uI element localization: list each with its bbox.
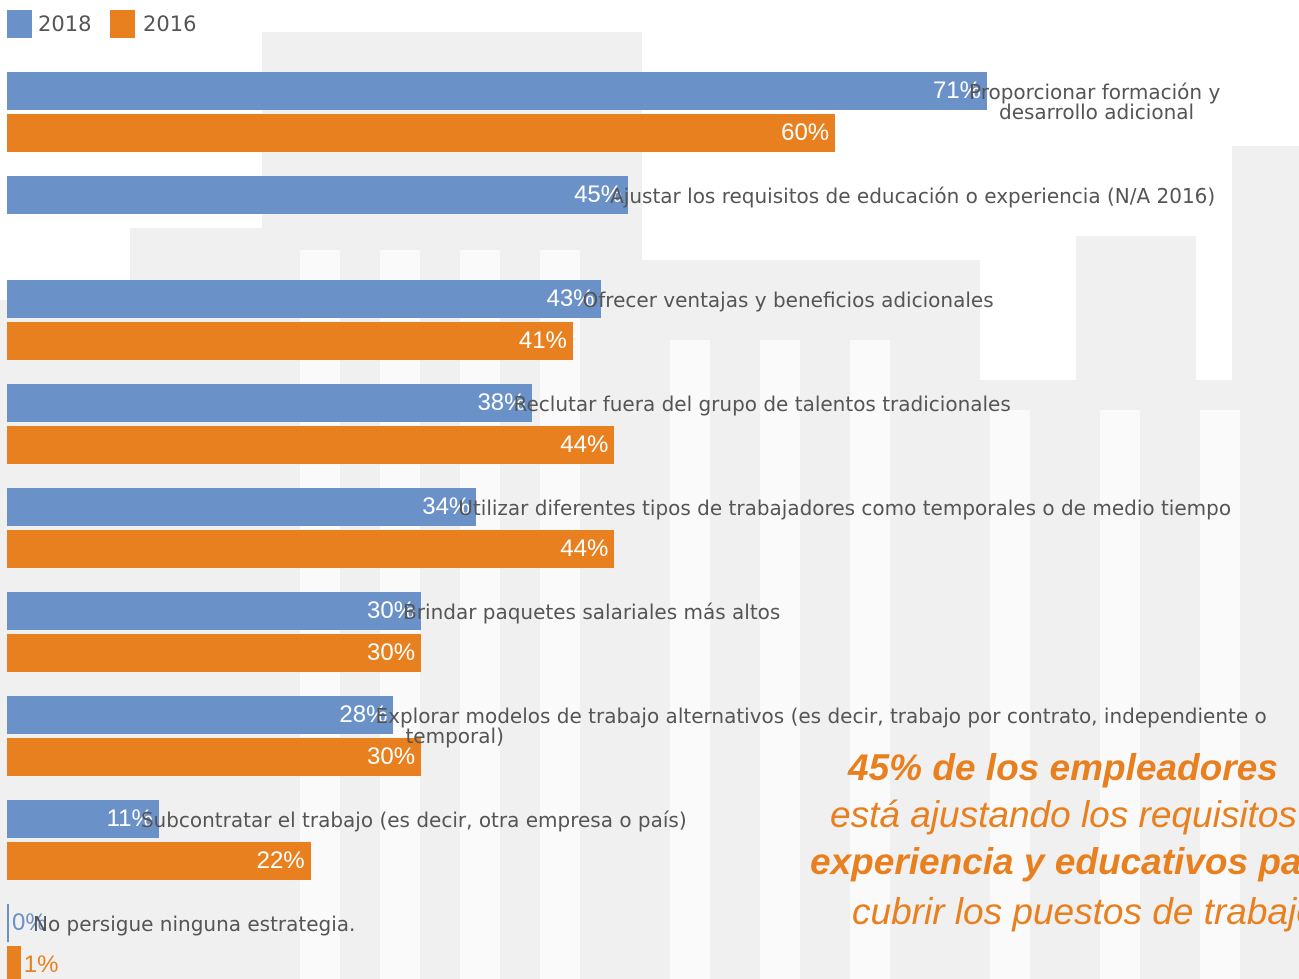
bar — [7, 904, 9, 942]
annotation: 45% de los empleadores — [848, 747, 1278, 788]
bar — [7, 488, 477, 526]
bar — [7, 592, 422, 630]
value-label: 1% — [23, 951, 59, 978]
bar — [7, 176, 629, 214]
legend-swatch — [7, 10, 32, 38]
legend-label: 2016 — [143, 12, 197, 36]
category-label: Utilizar diferentes tipos de trabajadore… — [458, 496, 1232, 520]
value-label: 30% — [367, 743, 416, 770]
bar — [7, 280, 601, 318]
category-label: Ajustar los requisitos de educación o ex… — [610, 184, 1216, 208]
category-label: Explorar modelos de trabajo alternativos… — [375, 704, 1267, 748]
value-label: 38% — [477, 389, 526, 416]
value-label: 22% — [256, 847, 305, 874]
annotation: está ajustando los requisitos de — [830, 794, 1299, 835]
category-label: No persigue ninguna estrategia. — [33, 912, 356, 936]
bar — [7, 634, 422, 672]
bar — [7, 530, 615, 568]
bar — [7, 800, 159, 838]
category-label: Brindar paquetes salariales más altos — [403, 600, 781, 624]
value-label: 45% — [574, 181, 623, 208]
value-label: 28% — [339, 701, 388, 728]
annotation: experiencia y educativos para — [810, 841, 1299, 882]
category-label: Reclutar fuera del grupo de talentos tra… — [513, 392, 1011, 416]
value-label: 11% — [106, 805, 153, 832]
category-label: Proporcionar formación y desarrollo adic… — [969, 80, 1221, 124]
value-label: 34% — [422, 493, 471, 520]
bar — [7, 426, 615, 464]
legend-swatch — [110, 10, 135, 38]
bar — [7, 72, 987, 110]
value-label: 30% — [367, 639, 416, 666]
category-label: Subcontratar el trabajo (es decir, otra … — [140, 808, 687, 832]
bar — [7, 696, 394, 734]
bar — [7, 738, 422, 776]
category-label: Ofrecer ventajas y beneficios adicionale… — [582, 288, 994, 312]
value-label: 41% — [518, 327, 567, 354]
value-label: 71% — [932, 77, 981, 104]
value-label: 0% — [12, 909, 47, 936]
bar — [7, 114, 836, 152]
value-label: 44% — [560, 431, 609, 458]
bar — [7, 842, 311, 880]
annotation: cubrir los puestos de trabajo — [852, 891, 1299, 932]
bar — [7, 384, 532, 422]
value-label: 44% — [560, 535, 609, 562]
bar — [7, 322, 573, 360]
bar — [7, 946, 21, 979]
value-label: 43% — [546, 285, 595, 312]
legend-label: 2018 — [38, 12, 92, 36]
value-label: 30% — [367, 597, 416, 624]
value-label: 60% — [781, 119, 830, 146]
